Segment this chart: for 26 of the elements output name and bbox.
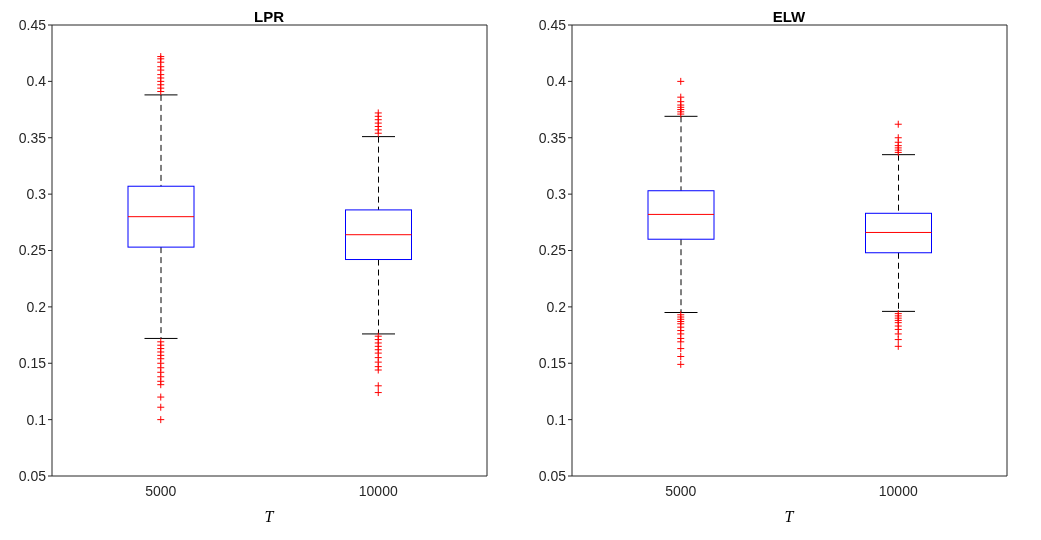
y-tick-label: 0.4 (26, 73, 47, 90)
chart-title: ELW (771, 8, 807, 25)
x-axis-title: T (783, 508, 796, 526)
y-tick-label: 0.25 (18, 242, 47, 259)
chart-title: LPR (253, 8, 285, 25)
y-tick-label: 0.1 (546, 411, 567, 428)
y-tick-label: 0.1 (26, 411, 47, 428)
y-tick-label: 0.45 (538, 16, 567, 33)
y-tick-label: 0.05 (538, 467, 567, 484)
x-tick-label: 5000 (665, 482, 697, 499)
x-tick-label: 10000 (358, 482, 398, 499)
x-tick-label: 10000 (878, 482, 918, 499)
y-tick-label: 0.45 (18, 16, 47, 33)
y-tick-label: 0.2 (26, 298, 47, 315)
y-tick-label: 0.3 (26, 186, 47, 203)
y-tick-label: 0.15 (18, 355, 47, 372)
x-axis-title: T (263, 508, 276, 526)
x-tick-label: 5000 (145, 482, 177, 499)
y-tick-label: 0.35 (18, 129, 47, 146)
y-tick-label: 0.05 (18, 467, 47, 484)
y-tick-label: 0.3 (546, 186, 567, 203)
y-tick-label: 0.2 (546, 298, 567, 315)
y-tick-label: 0.15 (538, 355, 567, 372)
y-tick-label: 0.4 (546, 73, 567, 90)
y-tick-label: 0.35 (538, 129, 567, 146)
y-tick-label: 0.25 (538, 242, 567, 259)
